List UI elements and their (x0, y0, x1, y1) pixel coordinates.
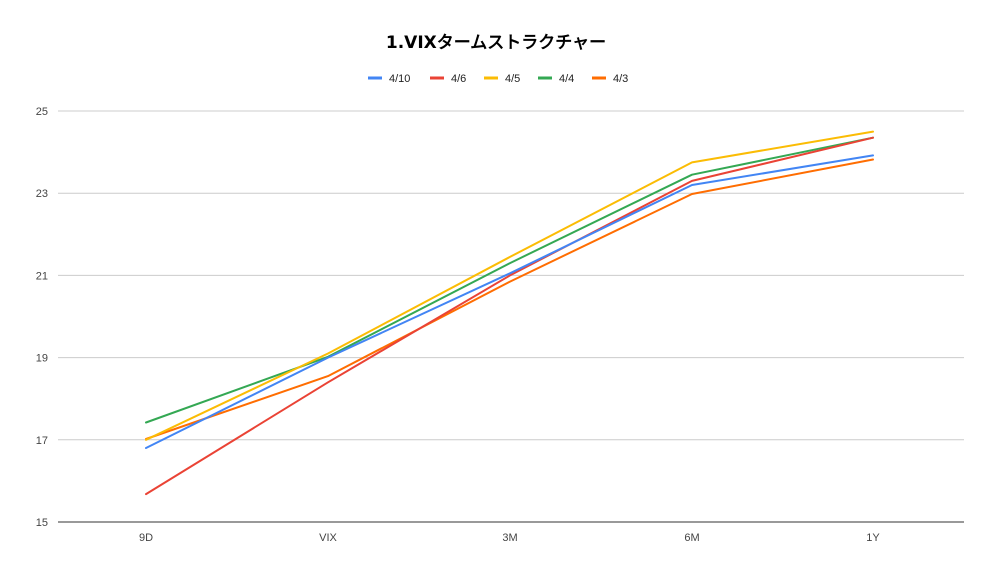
y-axis: 15 17 19 21 23 25 (36, 106, 48, 529)
grid (58, 110, 964, 523)
series-line-4-3 (145, 158, 874, 440)
chart-title: 1.VIXタームストラクチャー (386, 33, 606, 53)
legend: 4/10 4/6 4/5 4/4 4/3 (368, 73, 628, 85)
legend-label: 4/10 (389, 73, 410, 85)
x-tick-label: 9D (139, 532, 153, 544)
series-lines (145, 130, 874, 496)
y-tick-label: 15 (36, 517, 48, 529)
legend-label: 4/3 (613, 73, 628, 85)
series-line-4-10 (145, 154, 874, 449)
series-line-4-6 (145, 136, 874, 496)
x-tick-label: VIX (319, 532, 337, 544)
legend-label: 4/5 (505, 73, 520, 85)
series-line-4-5 (145, 130, 874, 441)
legend-label: 4/6 (451, 73, 466, 85)
x-tick-label: 3M (502, 532, 517, 544)
x-tick-label: 1Y (866, 532, 880, 544)
x-axis: 9D VIX 3M 6M 1Y (139, 532, 880, 544)
y-tick-label: 19 (36, 353, 48, 365)
y-tick-label: 17 (36, 435, 48, 447)
series-line-4-4 (145, 136, 874, 424)
legend-label: 4/4 (559, 73, 574, 85)
y-tick-label: 21 (36, 270, 48, 282)
x-tick-label: 6M (684, 532, 699, 544)
y-tick-label: 23 (36, 188, 48, 200)
y-tick-label: 25 (36, 106, 48, 118)
